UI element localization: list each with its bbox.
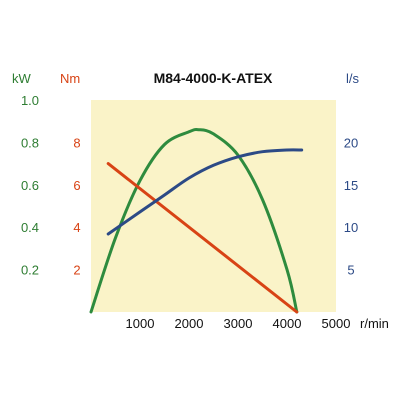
x-tick-label: 2000	[175, 316, 204, 331]
x-tick-label: 4000	[273, 316, 302, 331]
x-tick-label: 5000	[322, 316, 351, 331]
power-tick-label: 0.6	[21, 178, 39, 193]
flow-axis-unit: l/s	[346, 71, 360, 86]
chart-title: M84-4000-K-ATEX	[154, 70, 273, 86]
flow-curve	[106, 148, 304, 236]
torque-tick-label: 6	[73, 178, 80, 193]
power-tick-label: 1.0	[21, 93, 39, 108]
power-tick-label: 0.8	[21, 135, 39, 150]
power-curve	[89, 128, 299, 314]
flow-tick-label: 15	[344, 178, 358, 193]
torque-axis-unit: Nm	[60, 71, 80, 86]
x-axis-unit: r/min	[360, 316, 389, 331]
x-tick-label: 1000	[126, 316, 155, 331]
flow-tick-label: 20	[344, 135, 358, 150]
torque-tick-label: 8	[73, 135, 80, 150]
torque-line	[106, 162, 299, 314]
power-tick-label: 0.2	[21, 263, 39, 278]
x-tick-label: 3000	[224, 316, 253, 331]
flow-tick-label: 5	[347, 263, 354, 278]
flow-tick-label: 10	[344, 220, 358, 235]
torque-tick-label: 2	[73, 263, 80, 278]
power-tick-label: 0.4	[21, 220, 39, 235]
torque-tick-label: 4	[73, 220, 80, 235]
power-axis-unit: kW	[12, 71, 32, 86]
